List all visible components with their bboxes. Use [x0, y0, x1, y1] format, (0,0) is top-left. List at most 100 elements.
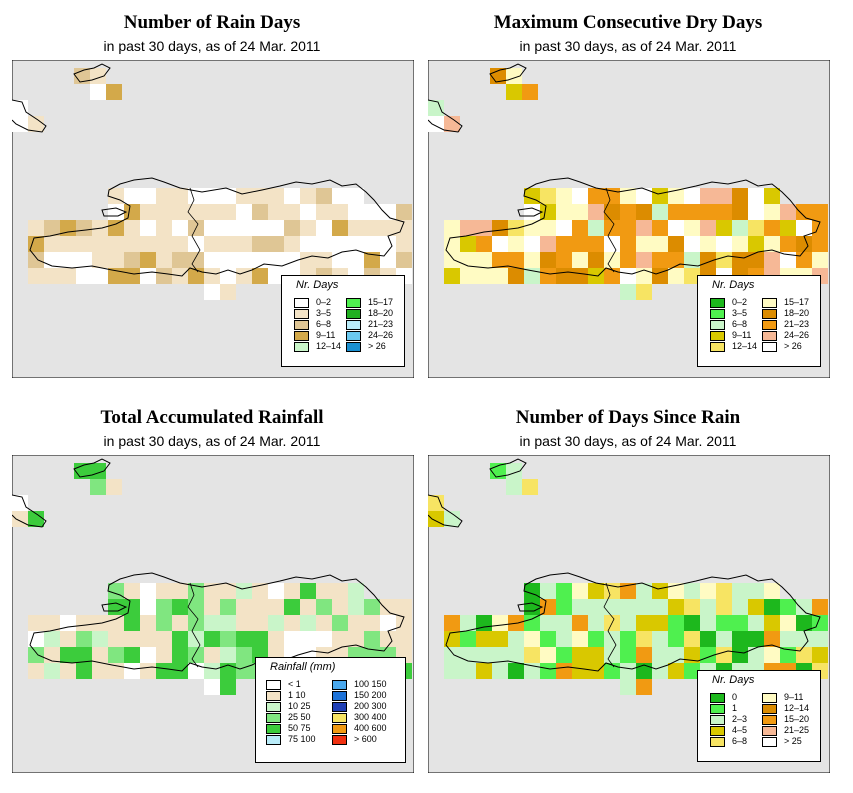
legend-label: 18–20 [368, 308, 394, 318]
grid-cell [652, 599, 668, 615]
grid-cell [156, 663, 172, 679]
legend-swatch [294, 320, 309, 330]
grid-cell [476, 631, 492, 647]
legend-label: 9–11 [316, 330, 336, 340]
grid-cell [124, 236, 140, 252]
grid-cell [156, 631, 172, 647]
grid-cell [316, 252, 332, 268]
grid-cell [204, 188, 220, 204]
grid-cell [460, 663, 476, 679]
grid-cell [764, 583, 780, 599]
grid-cell [636, 679, 652, 695]
grid-cell [188, 236, 204, 252]
grid-cell [204, 679, 220, 695]
grid-cell [652, 268, 668, 284]
grid-cell [476, 663, 492, 679]
grid-cell [156, 220, 172, 236]
grid-cell [668, 599, 684, 615]
grid-cell [540, 647, 556, 663]
grid-cell [236, 663, 252, 679]
panel-total-rainfall: Total Accumulated Rainfall in past 30 da… [0, 395, 414, 785]
grid-cell [124, 647, 140, 663]
grid-cell [556, 236, 572, 252]
grid-cell [668, 268, 684, 284]
grid-cell [284, 583, 300, 599]
grid-cell [604, 647, 620, 663]
grid-cell [76, 220, 92, 236]
grid-cell [684, 188, 700, 204]
grid-cell [524, 663, 540, 679]
grid-cell [684, 268, 700, 284]
grid-cell [748, 615, 764, 631]
grid-cell [700, 188, 716, 204]
legend-swatch [266, 680, 281, 690]
cuba-outline [428, 494, 463, 528]
grid-cell [748, 236, 764, 252]
grid-cell [716, 204, 732, 220]
grid-cell [348, 252, 364, 268]
grid-cell [300, 236, 316, 252]
legend-label: 24–26 [368, 330, 394, 340]
grid-cell [92, 631, 108, 647]
grid-cell [508, 252, 524, 268]
grid-cell [732, 220, 748, 236]
grid-cell [812, 631, 828, 647]
grid-cell [316, 204, 332, 220]
grid-cell [700, 220, 716, 236]
grid-cell [796, 599, 812, 615]
legend-label: > 600 [354, 734, 377, 744]
grid-cell [556, 188, 572, 204]
grid-cell [620, 647, 636, 663]
grid-cell [684, 631, 700, 647]
grid-cell [108, 631, 124, 647]
grid-cell [124, 252, 140, 268]
grid-cell [812, 599, 828, 615]
grid-cell [652, 583, 668, 599]
grid-cell [540, 663, 556, 679]
legend-label: 100 150 [354, 679, 387, 689]
grid-cell [444, 631, 460, 647]
grid-cell [268, 204, 284, 220]
grid-cell [236, 631, 252, 647]
grid-cell [700, 204, 716, 220]
map-max-dry-days [428, 60, 830, 378]
legend-swatch [332, 680, 347, 690]
panel-title: Number of Days Since Rain [515, 407, 741, 428]
legend-swatch [710, 715, 725, 725]
grid-cell [428, 511, 444, 527]
grid-cell [124, 220, 140, 236]
grid-cell [106, 479, 122, 495]
grid-cell [524, 268, 540, 284]
grid-cell [508, 631, 524, 647]
legend-swatch [710, 693, 725, 703]
legend-label: 10 25 [288, 701, 311, 711]
legend-label: 1 10 [288, 690, 306, 700]
grid-cell [140, 583, 156, 599]
grid-cell [76, 615, 92, 631]
grid-cell [316, 188, 332, 204]
grid-cell [108, 236, 124, 252]
grid-cell [572, 663, 588, 679]
grid-cell [188, 647, 204, 663]
grid-cell [524, 647, 540, 663]
bahamas-outline [73, 63, 111, 83]
grid-cell [268, 252, 284, 268]
grid-cell [748, 204, 764, 220]
grid-cell [12, 495, 28, 511]
grid-cell [492, 236, 508, 252]
legend-label: 15–17 [784, 297, 810, 307]
grid-cell [300, 220, 316, 236]
legend-label: 50 75 [288, 723, 311, 733]
grid-cell [364, 204, 380, 220]
grid-cell [172, 236, 188, 252]
grid-cell [28, 663, 44, 679]
legend-swatch [346, 298, 361, 308]
grid-cell [506, 84, 522, 100]
grid-cell [476, 252, 492, 268]
grid-cell [60, 663, 76, 679]
grid-cell [700, 583, 716, 599]
grid-cell [76, 268, 92, 284]
grid-cell [252, 631, 268, 647]
grid-cell [540, 583, 556, 599]
grid-cell [732, 252, 748, 268]
